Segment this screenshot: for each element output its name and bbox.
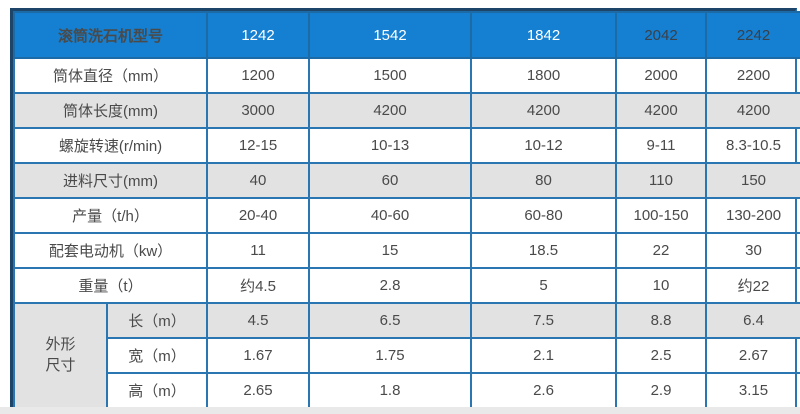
row-label: 螺旋转速(r/min) [12,127,209,164]
cell-value: 2.5 [615,337,708,374]
cell-value: 1.8 [308,372,473,409]
cell-value: 1500 [308,57,473,94]
column-header-1542: 1542 [308,11,473,59]
row-label: 筒体直径（mm） [12,57,209,94]
cell-value: 3.15 [705,372,800,409]
cell-value: 20-40 [206,197,311,234]
table-row: 螺旋转速(r/min) 12-15 10-13 10-12 9-11 8.3-10.5 [12,127,800,164]
cell-value: 2.67 [705,337,800,374]
cell-value: 8.8 [615,302,708,339]
cell-value: 约22 [705,267,800,304]
cell-value: 4.5 [206,302,311,339]
cell-value: 2.1 [470,337,618,374]
cell-value: 60 [308,162,473,199]
row-label: 宽（m） [105,337,209,374]
cell-value: 6.4 [705,302,800,339]
cell-value: 10 [615,267,708,304]
cell-value: 4200 [308,92,473,129]
table-row: 产量（t/h） 20-40 40-60 60-80 100-150 130-200 [12,197,800,234]
page-bottom-strip [0,407,800,414]
row-label: 重量（t） [12,267,209,304]
dimension-group-label-line1: 外形 [45,336,76,354]
cell-value: 4200 [705,92,800,129]
table-row: 高（m） 2.65 1.8 2.6 2.9 3.15 [14,372,800,409]
spec-table-frame: 滚筒洗石机型号 1242 1542 1842 2042 2242 筒体直径（mm） 120… [10,8,800,411]
cell-value: 110 [615,162,708,199]
table-row: 外形 尺寸 长（m） 4.5 6.5 7.5 8.8 6.4 [13,302,800,409]
row-label: 高（m） [105,372,209,409]
cell-value: 100-150 [615,197,708,234]
cell-value: 4200 [615,92,708,129]
spec-table: 滚筒洗石机型号 1242 1542 1842 2042 2242 筒体直径（mm） 120… [12,11,800,409]
table-row: 筒体长度(mm) 3000 4200 4200 4200 4200 [12,92,800,129]
cell-value: 5 [470,267,618,304]
cell-value: 80 [470,162,618,199]
table-row: 配套电动机（kw） 11 15 18.5 22 30 [12,232,800,269]
cell-value: 2.9 [615,372,708,409]
cell-value: 1200 [206,57,311,94]
dimension-group-label-line2: 尺寸 [45,356,76,374]
cell-value: 1.67 [206,337,311,374]
cell-value: 2.65 [206,372,311,409]
cell-value: 30 [705,232,800,269]
cell-value: 60-80 [470,197,618,234]
cell-value: 2.8 [308,267,473,304]
table-row: 重量（t） 约4.5 2.8 5 10 约22 [12,267,800,304]
row-label: 配套电动机（kw） [12,232,209,269]
cell-value: 6.5 [308,302,473,339]
cell-value: 2000 [615,57,708,94]
cell-value: 1.75 [308,337,473,374]
cell-value: 18.5 [470,232,618,269]
table-row: 进料尺寸(mm) 40 60 80 110 150 [12,162,800,199]
cell-value: 150 [705,162,800,199]
table-row: 宽（m） 1.67 1.75 2.1 2.5 2.67 [14,337,800,374]
cell-value: 10-12 [470,127,618,164]
cell-value: 4200 [470,92,618,129]
cell-value: 15 [308,232,473,269]
cell-value: 10-13 [308,127,473,164]
cell-value: 3000 [206,92,311,129]
column-header-2242: 2242 [705,11,800,59]
column-header-1242: 1242 [206,11,311,59]
header-row: 滚筒洗石机型号 1242 1542 1842 2042 2242 [12,11,800,59]
table-row: 筒体直径（mm） 1200 1500 1800 2000 2200 [12,57,800,94]
cell-value: 1800 [470,57,618,94]
cell-value: 约4.5 [206,267,311,304]
dimension-group-label: 外形 尺寸 [13,302,108,409]
cell-value: 22 [615,232,708,269]
row-label: 筒体长度(mm) [12,92,209,129]
cell-value: 40-60 [308,197,473,234]
cell-value: 40 [206,162,311,199]
cell-value: 130-200 [705,197,800,234]
cell-value: 11 [206,232,311,269]
cell-value: 7.5 [470,302,618,339]
cell-value: 9-11 [615,127,708,164]
row-label: 产量（t/h） [12,197,209,234]
cell-value: 12-15 [206,127,311,164]
cell-value: 2200 [705,57,800,94]
cell-value: 8.3-10.5 [705,127,800,164]
table-title-cell: 滚筒洗石机型号 [12,11,209,59]
column-header-2042: 2042 [615,11,708,59]
column-header-1842: 1842 [470,11,618,59]
row-label: 进料尺寸(mm) [12,162,209,199]
cell-value: 2.6 [470,372,618,409]
row-label: 长（m） [105,302,209,339]
